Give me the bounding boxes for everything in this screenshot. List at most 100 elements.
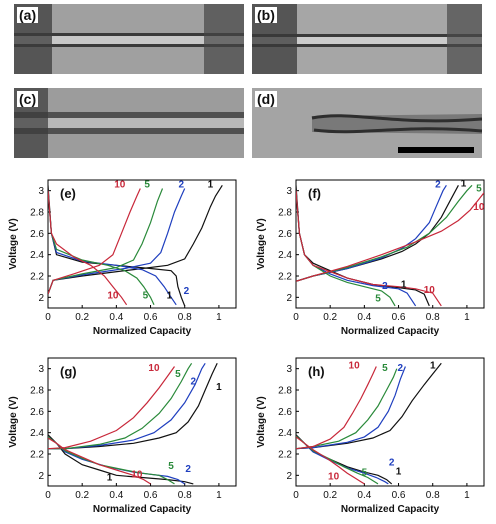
y-tick-label: 2.6 xyxy=(278,407,292,418)
curve-label-1: 1 xyxy=(208,179,214,190)
y-tick-label: 2.6 xyxy=(30,229,44,240)
y-tick-label: 2 xyxy=(38,471,44,482)
x-tick-label: 0.8 xyxy=(426,312,440,323)
tem-texture xyxy=(14,4,244,74)
y-tick-label: 2.2 xyxy=(278,450,292,461)
plot-frame xyxy=(295,357,485,487)
x-tick-label: 0 xyxy=(45,490,51,501)
series-1-discharge-line xyxy=(296,434,393,485)
y-tick-label: 2 xyxy=(286,471,292,482)
x-tick-label: 0.8 xyxy=(178,312,192,323)
curve-label-5: 5 xyxy=(144,179,150,190)
y-axis-label: Voltage (V) xyxy=(256,218,267,269)
plot-frame xyxy=(47,179,237,309)
panel-label: (a) xyxy=(17,7,39,23)
chart-e: 0 0.2 0.4 0.6 0.8 1 2 2.2 2.4 2.6 2.8 3 Normalized C… xyxy=(0,172,248,344)
panel-label: (b) xyxy=(255,7,277,23)
x-axis-label: Normalized Capacity xyxy=(341,504,440,515)
curve-label-1: 1 xyxy=(167,290,173,301)
chart-h: 0 0.2 0.4 0.6 0.8 1 2 2.2 2.4 2.6 2.8 3 Normalized C… xyxy=(248,350,496,522)
y-tick-label: 2.6 xyxy=(278,229,292,240)
curve-label-2: 2 xyxy=(435,179,441,190)
tem-image-a: (a) xyxy=(14,4,244,74)
x-tick-label: 1 xyxy=(464,312,470,323)
y-tick-label: 2.6 xyxy=(30,407,44,418)
y-axis-label: Voltage (V) xyxy=(8,396,19,447)
y-tick-label: 3 xyxy=(38,364,44,375)
y-tick-label: 3 xyxy=(286,186,292,197)
series-1-charge-line xyxy=(48,184,223,295)
y-tick-label: 2.4 xyxy=(278,250,292,261)
series-2-charge-line xyxy=(296,366,406,450)
series-5-charge-line xyxy=(296,368,398,450)
x-tick-label: 0.4 xyxy=(357,312,371,323)
panel-label: (c) xyxy=(17,91,39,107)
curve-label-2: 2 xyxy=(397,363,403,374)
curve-label-10: 10 xyxy=(148,363,160,374)
curve-label-1: 1 xyxy=(396,466,402,477)
y-tick-label: 2.4 xyxy=(30,428,44,439)
y-tick-label: 2 xyxy=(286,293,292,304)
curve-label-10: 10 xyxy=(114,179,126,190)
x-tick-label: 0.6 xyxy=(144,490,158,501)
curve-label-2: 2 xyxy=(190,377,196,388)
series-5-charge-line xyxy=(48,362,193,450)
x-tick-label: 0.2 xyxy=(323,312,337,323)
y-tick-label: 3 xyxy=(286,364,292,375)
y-tick-label: 2.2 xyxy=(278,272,292,283)
curve-label-2: 2 xyxy=(179,179,185,190)
chart-g: 0 0.2 0.4 0.6 0.8 1 2 2.2 2.4 2.6 2.8 3 Normalized C… xyxy=(0,350,248,522)
curve-label-10: 10 xyxy=(424,285,436,296)
scale-bar xyxy=(398,147,474,153)
x-tick-label: 0.4 xyxy=(109,312,123,323)
curve-label-10: 10 xyxy=(349,361,361,372)
series-5-charge-line xyxy=(48,188,164,295)
y-tick-label: 2.8 xyxy=(30,386,44,397)
curve-label-2: 2 xyxy=(185,464,191,475)
y-tick-label: 2.8 xyxy=(278,386,292,397)
series-10-discharge-line xyxy=(48,437,151,485)
series-5-discharge-line xyxy=(296,190,396,307)
curve-label-2: 2 xyxy=(389,458,395,469)
plot-frame xyxy=(47,357,237,487)
y-axis-label: Voltage (V) xyxy=(256,396,267,447)
x-tick-label: 1 xyxy=(216,490,222,501)
curve-label-5: 5 xyxy=(382,363,388,374)
series-10-discharge-line xyxy=(296,436,365,485)
x-tick-label: 0.4 xyxy=(357,490,371,501)
series-10-charge-line xyxy=(296,366,377,450)
tem-image-d: (d) xyxy=(252,88,482,158)
curve-label-2: 2 xyxy=(184,286,190,297)
tem-texture xyxy=(252,4,482,74)
curve-label-5: 5 xyxy=(476,184,482,195)
curve-label-1: 1 xyxy=(107,473,113,484)
x-tick-label: 0.6 xyxy=(144,312,158,323)
series-2-discharge-line xyxy=(48,190,177,306)
chart-svg: 0 0.2 0.4 0.6 0.8 1 2 2.2 2.4 2.6 2.8 3 Normalized C… xyxy=(8,357,237,515)
x-tick-label: 1 xyxy=(464,490,470,501)
series-10-charge-line xyxy=(48,366,175,450)
curve-label-1: 1 xyxy=(461,178,467,189)
curve-label-5: 5 xyxy=(362,467,368,478)
plot-frame xyxy=(295,179,485,309)
curve-label-10: 10 xyxy=(107,290,119,301)
x-tick-label: 0.2 xyxy=(323,490,337,501)
curve-label-1: 1 xyxy=(430,361,436,372)
x-tick-label: 0 xyxy=(293,312,299,323)
curve-label-10: 10 xyxy=(328,472,340,483)
curve-label-10: 10 xyxy=(131,469,143,480)
y-tick-label: 3 xyxy=(38,186,44,197)
x-tick-label: 1 xyxy=(216,312,222,323)
x-axis-label: Normalized Capacity xyxy=(341,326,440,337)
x-tick-label: 0.2 xyxy=(75,312,89,323)
x-tick-label: 0.6 xyxy=(392,490,406,501)
x-tick-label: 0.8 xyxy=(178,490,192,501)
curve-label-1: 1 xyxy=(216,382,222,393)
x-axis-label: Normalized Capacity xyxy=(93,504,192,515)
y-tick-label: 2.8 xyxy=(278,208,292,219)
panel-label: (e) xyxy=(60,186,76,201)
x-tick-label: 0.6 xyxy=(392,312,406,323)
y-axis-label: Voltage (V) xyxy=(8,218,19,269)
series-10-discharge-line xyxy=(48,190,128,306)
x-tick-label: 0.2 xyxy=(75,490,89,501)
